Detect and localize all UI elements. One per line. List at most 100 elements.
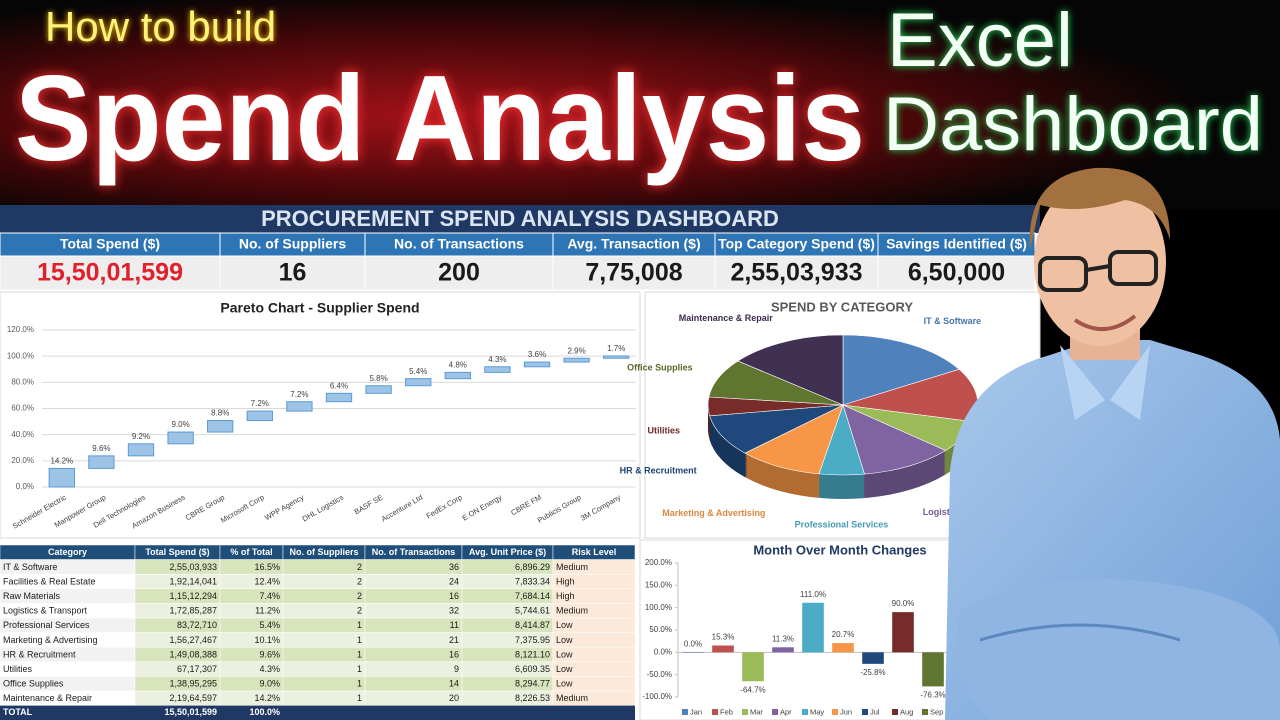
data-label: 90.0% [892, 599, 915, 608]
pareto-bar [523, 361, 551, 368]
table-cell-text: 1 [357, 693, 362, 703]
table-cell-text: 16 [449, 591, 459, 601]
table-cell-text: Low [556, 679, 573, 689]
bar [922, 652, 944, 687]
presenter-fold [979, 623, 1181, 642]
table-cell-text: Logistics & Transport [3, 606, 88, 616]
bar [862, 652, 884, 664]
data-label: -25.8% [860, 668, 885, 677]
table-cell-text: 20 [449, 693, 459, 703]
table-cell-text: 8,414.87 [515, 620, 550, 630]
table-cell [364, 632, 463, 648]
table-cell-text: 1,38,95,295 [169, 679, 217, 689]
table-cell-text: High [556, 591, 575, 601]
pareto-bar [405, 378, 432, 387]
table-header: % of Total [230, 547, 272, 557]
table-cell-text: Low [556, 664, 573, 674]
table-cell-text: Raw Materials [3, 591, 61, 601]
kpi-value: 15,50,01,599 [37, 259, 183, 287]
kpi-value: 2,55,03,933 [730, 259, 862, 287]
pie-slice [709, 404, 844, 454]
table-cell-text: 1 [357, 635, 362, 645]
data-label: 15.3% [712, 633, 735, 642]
kpi-label: No. of Suppliers [239, 236, 347, 252]
presenter [945, 167, 1280, 720]
legend-swatch [682, 709, 688, 715]
data-label: 5.4% [409, 367, 427, 376]
table-cell [364, 559, 463, 575]
data-label: 7.2% [290, 390, 308, 399]
presenter-arms [958, 578, 1280, 720]
table-cell-text: 67,17,307 [177, 664, 217, 674]
data-label: -76.3% [920, 691, 945, 700]
pareto-bar [365, 385, 392, 394]
kpi-label: Total Spend ($) [60, 236, 160, 252]
table-cell-text: 1,49,08,388 [169, 649, 217, 659]
table-header: No. of Transactions [372, 547, 456, 557]
kpi-value-cell [877, 255, 1036, 291]
main-title: Spend Analysis [15, 50, 865, 186]
pie-title: SPEND BY CATEGORY [771, 299, 913, 314]
data-label: 111.0% [800, 590, 826, 599]
data-label: -64.7% [740, 685, 765, 694]
y-tick-label: -50.0% [647, 670, 672, 679]
pie-label: Professional Services [795, 519, 889, 529]
mom-title: Month Over Month Changes [753, 542, 926, 557]
data-label: 11.3% [772, 634, 794, 643]
kpi-value: 200 [438, 259, 480, 287]
legend-label: Sep [930, 707, 943, 716]
legend-label: Jan [690, 707, 702, 716]
kpi-value: 16 [279, 259, 307, 287]
y-tick-label: 150.0% [645, 580, 672, 589]
table-cell-text: 14.2% [254, 693, 280, 703]
data-label: 9.2% [132, 432, 150, 441]
table-cell-text: 8,226.53 [515, 693, 550, 703]
table-cell-text: Low [556, 649, 573, 659]
y-tick-label: 60.0% [11, 404, 34, 413]
table-cell-text: 5,744.61 [515, 606, 550, 616]
table-total-row [0, 705, 635, 720]
table-cell [364, 676, 463, 692]
table-cell-text: 11.2% [255, 606, 280, 616]
kpi-value-cell [364, 255, 554, 291]
table-cell-text: 5.4% [259, 620, 280, 630]
table-cell-text: 10.1% [254, 635, 280, 645]
pie-label: IT & Software [924, 316, 982, 326]
legend-swatch [862, 709, 868, 715]
presenter-glasses [1038, 256, 1088, 292]
y-tick-label: 40.0% [11, 430, 34, 439]
table-cell-text: 9 [454, 664, 459, 674]
table-cell-text: 2,55,03,933 [169, 562, 217, 572]
kpi-value: 6,50,000 [908, 259, 1005, 287]
table-cell [364, 573, 463, 590]
pareto-bar [88, 455, 115, 469]
table-cell-text: Office Supplies [3, 679, 64, 689]
legend-label: Mar [750, 707, 763, 716]
legend-label: Feb [720, 707, 733, 716]
pareto-bar [325, 392, 353, 403]
table-cell-text: 6,609.35 [515, 664, 550, 674]
y-tick-label: 120.0% [7, 325, 34, 334]
presenter-face [1034, 178, 1166, 346]
pareto-bar [484, 366, 511, 373]
pareto-bar [167, 431, 194, 445]
dashboard-title: PROCUREMENT SPEND ANALYSIS DASHBOARD [261, 206, 779, 231]
table-cell-text: 2 [357, 606, 362, 616]
legend-swatch [922, 709, 928, 715]
bar [892, 612, 914, 653]
table-cell-text: Utilities [3, 664, 33, 674]
pareto-bar [444, 371, 471, 380]
table-cell-text: 11 [450, 620, 459, 630]
table-cell-text: Low [556, 635, 573, 645]
pie-slice [842, 404, 947, 475]
pareto-bar [286, 401, 313, 412]
pareto-panel [0, 291, 641, 539]
kpi-value-cell [552, 255, 716, 291]
legend-swatch [772, 709, 778, 715]
table-cell-text: 4.3% [259, 664, 280, 674]
table-cell-text: 16.5% [254, 562, 280, 572]
pareto-bar [207, 420, 234, 433]
legend-swatch [712, 709, 718, 715]
data-label: 9.6% [92, 444, 110, 453]
